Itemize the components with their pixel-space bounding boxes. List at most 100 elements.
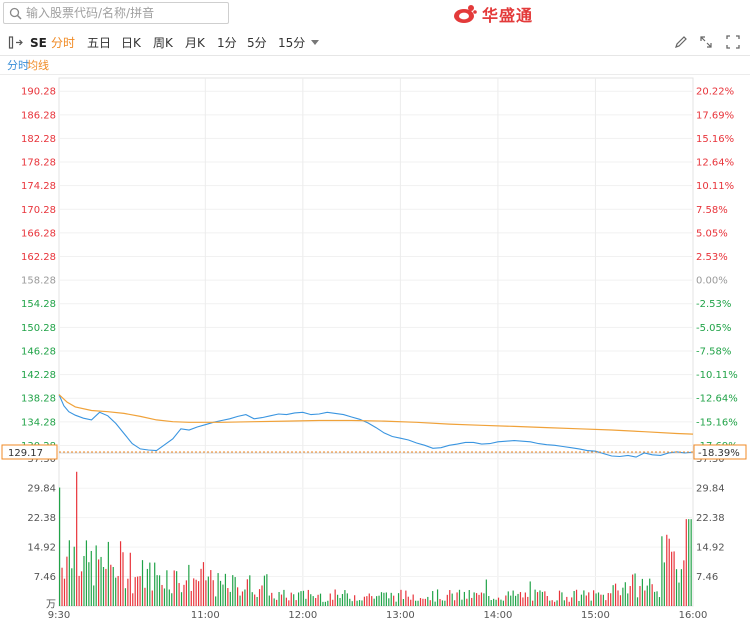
price-lines (58, 394, 694, 458)
volume-bar (307, 589, 309, 606)
price-tick-label: 190.28 (21, 87, 56, 98)
volume-bar (80, 571, 83, 606)
tab-15min[interactable]: 15分 (278, 36, 306, 50)
search-input[interactable] (26, 4, 224, 22)
volume-tick-label-right: 22.38 (696, 513, 725, 524)
volume-bar (241, 591, 244, 606)
volume-bar (229, 591, 231, 606)
volume-bar (546, 595, 548, 606)
volume-bar (429, 600, 431, 606)
volume-bar (195, 579, 197, 606)
volume-bar (217, 573, 219, 606)
volume-bar (90, 550, 92, 606)
volume-bar (254, 594, 256, 606)
volume-bar (410, 599, 412, 606)
tab-intraday[interactable]: 分时 (51, 36, 76, 50)
tab-weekly-k[interactable]: 周K (153, 36, 173, 50)
price-tick-label: 182.28 (21, 134, 56, 145)
volume-bar (210, 570, 212, 606)
search-box[interactable] (3, 2, 229, 24)
volume-bar (278, 592, 280, 606)
volume-bar (378, 595, 380, 606)
volume-bar (100, 556, 102, 606)
volume-bar (614, 583, 617, 606)
volume-bar (168, 589, 170, 606)
volume-bar (663, 562, 665, 606)
volume-tick-label-right: 7.46 (696, 572, 718, 583)
volume-bar (500, 599, 502, 606)
volume-bar (566, 596, 568, 606)
volume-bar (463, 591, 465, 606)
volume-bar (432, 591, 434, 606)
volume-bar (666, 534, 668, 606)
tab-daily-k[interactable]: 日K (121, 36, 141, 50)
volume-bar (224, 573, 227, 606)
volume-bar (622, 587, 624, 606)
expand-icon[interactable] (699, 35, 713, 49)
tab-five-day[interactable]: 五日 (87, 36, 112, 50)
logo-icon (454, 5, 477, 23)
volume-bar (102, 567, 105, 606)
logo-text: 华盛通 (482, 6, 534, 25)
volume-bar (222, 584, 224, 606)
volume-bar (285, 597, 287, 606)
volume-bar (385, 592, 387, 606)
volume-bar (388, 598, 390, 606)
volume-bar (488, 596, 490, 606)
axis-labels: 190.28 20.22% 186.28 17.69% 182.28 15.16% 178.… (21, 87, 738, 621)
price-tick-label: 146.28 (21, 346, 56, 357)
volume-tick-label-right: 37.30 (696, 454, 725, 465)
volume-bar (534, 589, 536, 606)
chart-grid (58, 77, 694, 607)
volume-bar (85, 540, 88, 606)
volume-bar (193, 578, 195, 606)
average-line (58, 394, 694, 435)
volume-bar (312, 596, 314, 606)
volume-bar (397, 593, 400, 606)
volume-bar (478, 594, 480, 606)
volume-tick-label: 7.46 (34, 572, 56, 583)
volume-bar (319, 593, 322, 606)
chevron-down-icon[interactable] (310, 39, 320, 47)
volume-bar (339, 598, 341, 606)
volume-bar (456, 592, 458, 606)
volume-bar (258, 589, 261, 606)
tab-1min[interactable]: 1分 (217, 36, 237, 50)
pencil-icon[interactable] (674, 35, 688, 49)
volume-bar (610, 593, 612, 606)
volume-bar (539, 590, 541, 606)
volume-bar (268, 595, 270, 606)
volume-bar (349, 598, 351, 606)
volume-bar (427, 596, 429, 606)
volume-bar (183, 584, 185, 606)
volume-bar (556, 600, 558, 606)
volume-bar (639, 586, 641, 606)
volume-bar (514, 595, 517, 606)
volume-bar (276, 599, 278, 606)
volume-bar (512, 590, 514, 606)
price-tick-label: 150.28 (21, 323, 56, 334)
indicator-tabs: 分时 均线 (0, 57, 750, 75)
volume-bar (544, 591, 546, 606)
volume-bar (449, 590, 451, 606)
fullscreen-icon[interactable] (726, 35, 740, 49)
volume-bar (685, 519, 687, 606)
collapse-panel-icon[interactable] (8, 35, 26, 51)
volume-bar (395, 601, 397, 606)
tab-time-line[interactable]: 分时 (7, 59, 29, 72)
pct-tick-label: -12.64% (696, 394, 738, 405)
tab-average-line[interactable]: 均线 (27, 59, 49, 72)
tab-5min[interactable]: 5分 (247, 36, 267, 50)
volume-bar (636, 597, 639, 606)
volume-bar (451, 593, 453, 606)
volume-bar (527, 596, 529, 606)
pct-tick-label: 2.53% (696, 252, 728, 263)
volume-bar (412, 594, 414, 606)
volume-bar (619, 595, 622, 606)
time-tick-label: 12:00 (288, 610, 317, 621)
volume-bar (185, 580, 187, 606)
volume-bar (419, 598, 422, 606)
volume-bar (246, 579, 248, 606)
tab-monthly-k[interactable]: 月K (185, 36, 205, 50)
volume-bar (149, 562, 151, 606)
